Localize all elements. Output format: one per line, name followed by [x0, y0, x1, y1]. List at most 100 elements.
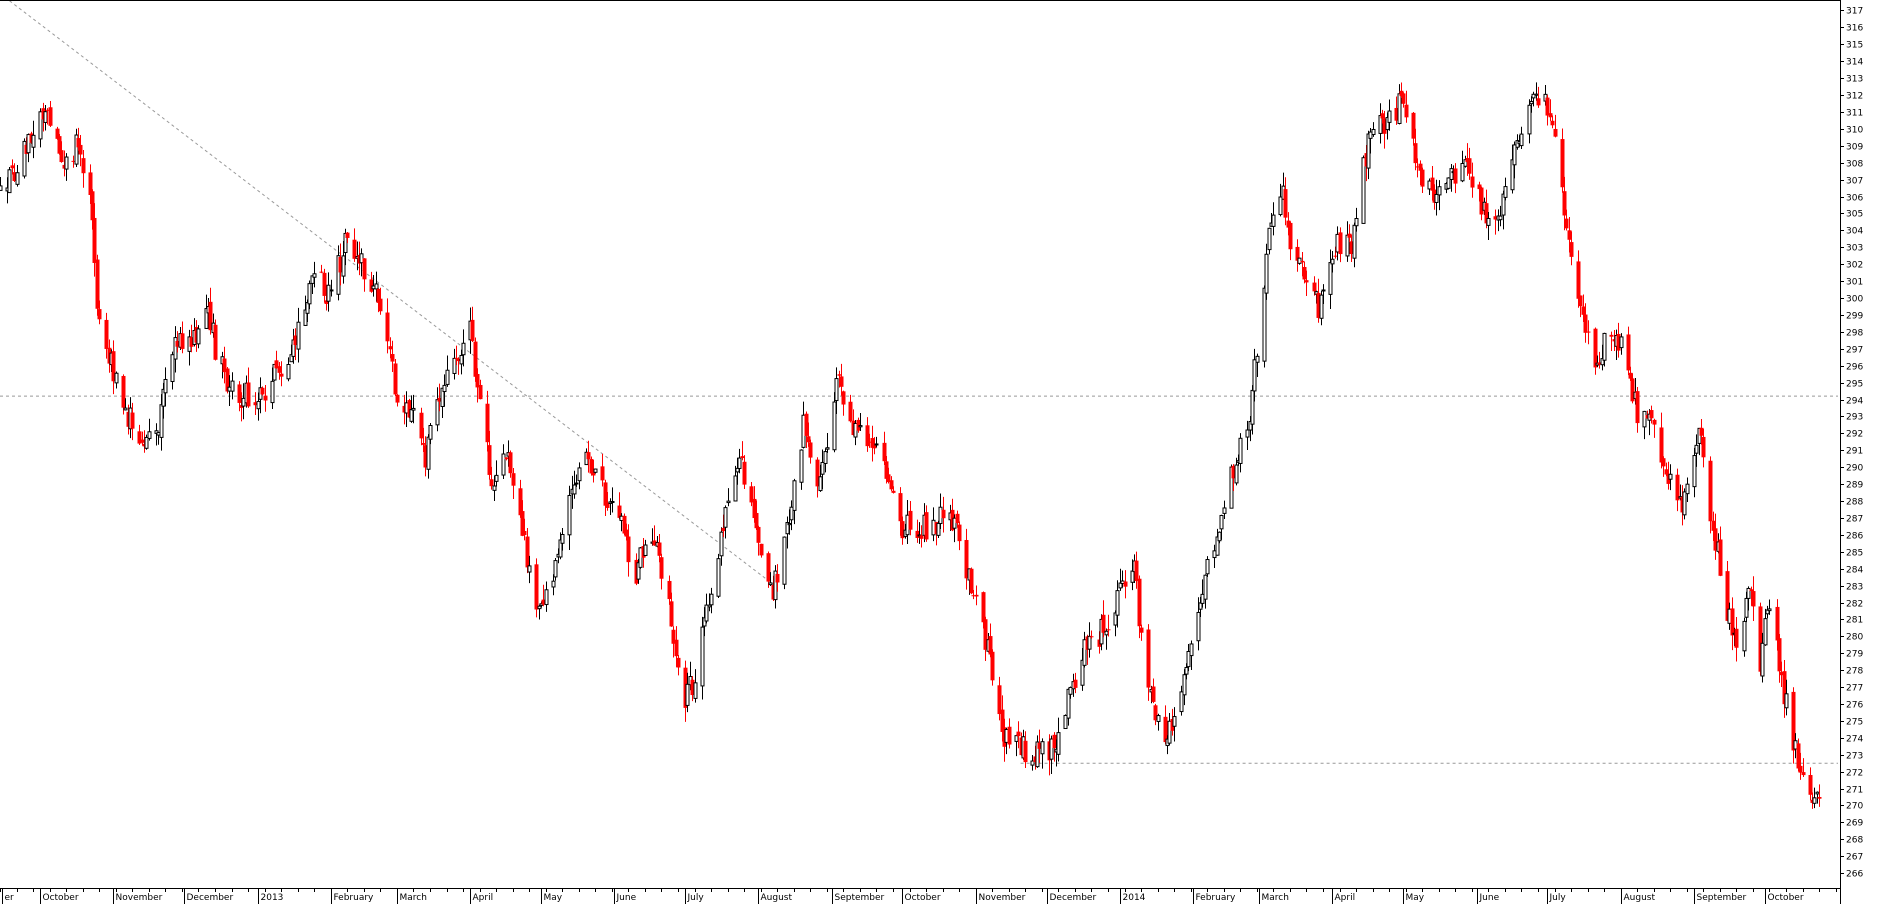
candle [1635, 387, 1640, 433]
candle-body-down [1139, 627, 1144, 633]
candle [1626, 326, 1631, 376]
candle-body-down [175, 340, 180, 347]
candle-body-down [1808, 775, 1813, 795]
candle [889, 476, 894, 492]
candle-body-up [1498, 215, 1503, 221]
reference-lines [0, 0, 1838, 764]
candle-body-down [423, 445, 428, 468]
candle [740, 441, 745, 461]
candle-body-up [409, 409, 414, 422]
candle-body-down [454, 357, 459, 359]
price-tick-label: 315 [1846, 41, 1863, 51]
candle-body-down [1231, 465, 1236, 479]
candle-body-up [296, 321, 301, 350]
candle-body-down [872, 443, 877, 449]
candle [1642, 410, 1647, 440]
candle-body-up [1812, 797, 1817, 804]
candle-body-up [1267, 227, 1272, 251]
candle [522, 518, 527, 541]
candle [1668, 464, 1673, 491]
candle [1765, 605, 1770, 619]
candle-body-down [1560, 139, 1565, 188]
candle-body-down [622, 515, 627, 534]
candle-body-down [657, 542, 662, 556]
candle [1056, 717, 1061, 762]
candle-body-up [26, 134, 31, 154]
candle-body-up [567, 494, 572, 536]
candle-body-down [1493, 216, 1498, 220]
month-label: July [687, 893, 705, 903]
candle [1798, 752, 1803, 780]
candle [1349, 234, 1354, 263]
candle [919, 525, 924, 548]
candle [1742, 617, 1747, 657]
candle-body-down [690, 679, 695, 696]
candle [511, 467, 516, 500]
candle [1101, 600, 1106, 638]
candle [834, 367, 839, 415]
candle-body-down [1758, 606, 1763, 672]
candle-body-up [1040, 741, 1045, 755]
candle-body-down [1404, 104, 1409, 118]
candle-body-up [737, 457, 742, 469]
month-label: er [5, 893, 15, 903]
candle-body-up [1446, 177, 1451, 189]
candle-body-down [208, 301, 213, 331]
price-tick-label: 292 [1846, 430, 1863, 440]
candle [1189, 640, 1194, 670]
candle-body-down [470, 319, 475, 341]
candle [104, 312, 109, 359]
candle-body-down [1420, 169, 1425, 187]
candle-body-down [839, 376, 844, 387]
candle [553, 557, 558, 581]
candle [964, 528, 969, 590]
candle-body-down [1146, 629, 1151, 688]
candle-body-down [253, 402, 258, 406]
candle [1569, 231, 1574, 266]
price-tick-label: 313 [1846, 75, 1863, 85]
candle-body-up [15, 172, 20, 185]
candle-body-down [1007, 726, 1012, 745]
candle-body-down [1089, 636, 1094, 638]
candle-body-up [1255, 355, 1260, 363]
candle [230, 372, 235, 400]
candle-body-up [1167, 720, 1172, 744]
candle-body-down [915, 530, 920, 538]
candle-body-down [815, 459, 820, 487]
candle [759, 543, 764, 558]
candle-body-down [322, 272, 327, 296]
candle [1713, 513, 1718, 560]
candle-body-down [1652, 419, 1657, 425]
candle [1812, 787, 1817, 809]
month-label: October [905, 893, 941, 903]
candle-body-down [419, 412, 424, 439]
candle [1371, 122, 1376, 137]
candle-body-down [180, 333, 185, 349]
candle [782, 536, 787, 590]
candle [279, 361, 284, 387]
candle-body-up [1619, 336, 1624, 349]
candle-body-down [71, 160, 76, 162]
candle-body-down [1775, 606, 1780, 641]
candle-body-down [600, 466, 605, 481]
candle-body-up [1271, 214, 1276, 227]
candle-body-up [170, 354, 175, 383]
price-tick-label: 314 [1846, 58, 1863, 68]
candle [685, 672, 690, 713]
candle [175, 331, 180, 353]
candle [1460, 150, 1465, 183]
candle-body-down [981, 592, 986, 623]
candle-body-down [865, 425, 870, 447]
candle [10, 159, 15, 175]
candle [419, 407, 424, 446]
candle-body-down [1430, 177, 1435, 191]
candle [508, 450, 513, 478]
candle-body-down [1711, 520, 1716, 531]
candle-body-down [518, 488, 523, 516]
candle [1297, 257, 1302, 265]
candle [147, 418, 152, 441]
candle-body-up [1196, 611, 1201, 642]
candle-body-down [534, 564, 539, 610]
candle-body-down [352, 239, 357, 259]
candle-body-down [669, 601, 674, 627]
